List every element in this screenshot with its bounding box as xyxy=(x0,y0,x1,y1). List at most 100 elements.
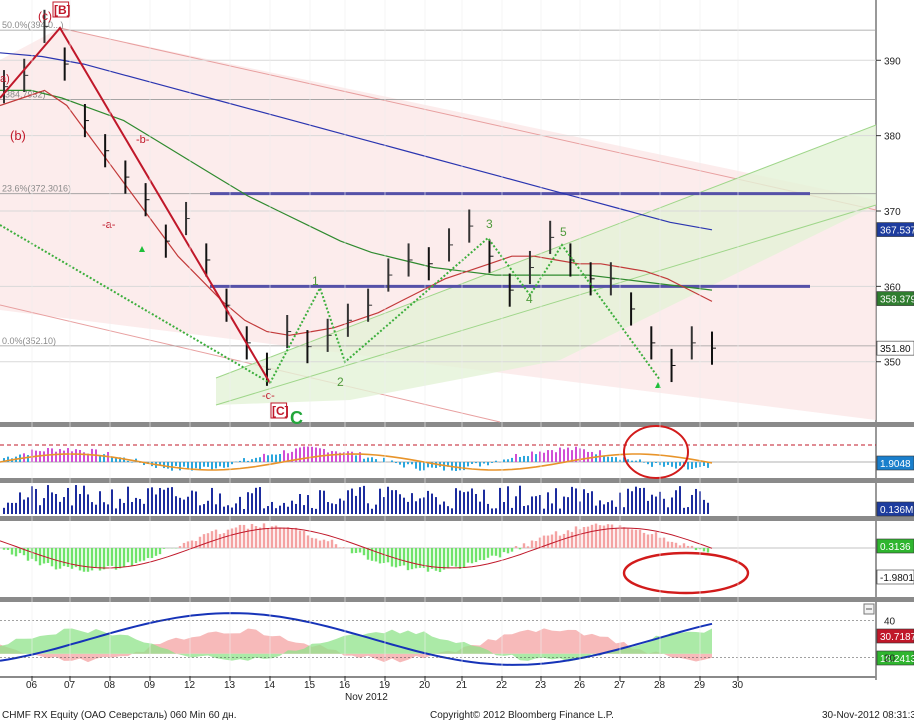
osc-signal-line xyxy=(0,453,713,471)
time-tick-label: 12 xyxy=(184,680,196,691)
momentum-panel xyxy=(0,523,876,595)
up-channel-upper xyxy=(215,124,877,379)
dmi-minus-area xyxy=(0,628,712,663)
indicator-badge-label: -1.9801 xyxy=(880,573,914,584)
volume-panel xyxy=(3,485,709,514)
dmi-axis-label: 20 xyxy=(884,654,896,665)
time-tick-label: 16 xyxy=(339,680,351,691)
indicator-badge xyxy=(876,538,914,554)
time-tick-label: 13 xyxy=(224,680,236,691)
wave-label: 1 xyxy=(312,274,319,288)
dmi-plus-area xyxy=(0,628,712,662)
wave-label: C xyxy=(290,408,303,428)
down-channel-lower xyxy=(0,304,501,423)
time-tick-label: 27 xyxy=(614,680,626,691)
indicator-badge-label: 1.9048 xyxy=(880,459,911,470)
time-tick-label: 20 xyxy=(419,680,431,691)
down-channel-fill xyxy=(0,28,876,420)
signal-arrow xyxy=(139,246,145,252)
fib-label: (384.7932) xyxy=(2,90,46,100)
sma-mid-line xyxy=(0,89,713,291)
time-tick-label: 30 xyxy=(732,680,744,691)
wave-label: [B] xyxy=(54,3,71,17)
wave-label: (c) xyxy=(38,9,52,23)
indicator-badge-label: 0.3136 xyxy=(880,542,911,553)
indicator-badge xyxy=(876,628,914,644)
fib-label: 0.0%(352.10) xyxy=(2,336,56,346)
time-tick-label: 07 xyxy=(64,680,76,691)
osc-highlight-circle xyxy=(623,425,689,479)
panel-separator-3 xyxy=(0,516,914,521)
x-month-label: Nov 2012 xyxy=(345,692,388,703)
price-badge-label: 358.379 xyxy=(880,295,914,306)
footer-ticker: CHMF RX Equity (ОАО Северсталь) 060 Min … xyxy=(2,710,236,721)
footer-timestamp: 30-Nov-2012 08:31:32 xyxy=(822,710,914,721)
dmi-axis-label: 40 xyxy=(884,617,896,628)
time-tick-label: 09 xyxy=(144,680,156,691)
indicator-badge xyxy=(876,455,914,471)
wave-label: 3 xyxy=(486,217,493,231)
indicator-badge-label: 0.136M xyxy=(880,505,913,516)
sma-slow-line xyxy=(0,52,713,231)
wave-label-box xyxy=(270,402,288,419)
time-tick-label: 06 xyxy=(26,680,38,691)
price-axis-label: 350 xyxy=(884,358,901,369)
price-badge xyxy=(876,340,914,356)
time-tick-label: 28 xyxy=(654,680,666,691)
wave-abc-line xyxy=(0,26,271,384)
indicator-badge-label: 16.2413 xyxy=(880,654,914,665)
oscillator-panel xyxy=(0,425,876,479)
price-badge xyxy=(876,291,914,306)
time-tick-label: 26 xyxy=(574,680,586,691)
time-tick-label: 14 xyxy=(264,680,276,691)
adx-line xyxy=(0,612,713,666)
panel-separator-4 xyxy=(0,597,914,602)
indicator-badge-label: 30.7187 xyxy=(880,632,914,643)
price-badge xyxy=(876,222,914,237)
wave-label: 5 xyxy=(560,225,567,239)
price-badge-label: 351.80 xyxy=(880,344,911,355)
footer: CHMF RX Equity (ОАО Северсталь) 060 Min … xyxy=(2,692,914,721)
mom-highlight-circle xyxy=(622,551,750,595)
time-tick-label: 15 xyxy=(304,680,316,691)
time-tick-label: 23 xyxy=(535,680,547,691)
price-axis-label: 380 xyxy=(884,132,901,143)
mom-signal-line xyxy=(0,527,713,569)
wave-label: a) xyxy=(0,73,10,85)
indicator-badge xyxy=(876,501,914,517)
time-tick-label: 29 xyxy=(694,680,706,691)
wave-label: (b) xyxy=(10,128,26,143)
time-tick-label: 08 xyxy=(104,680,116,691)
time-tick-label: 21 xyxy=(456,680,468,691)
wave-label: 2 xyxy=(337,375,344,389)
time-axis-line xyxy=(0,676,876,678)
wave-label: -c- xyxy=(262,390,275,402)
wave-label: -a- xyxy=(102,219,116,231)
wave-impulse-line xyxy=(269,236,661,384)
price-axis-label: 360 xyxy=(884,282,901,293)
fib-label: 23.6%(372.3016) xyxy=(2,184,71,194)
price-axis-label: 370 xyxy=(884,207,901,218)
price-badge-label: 367.537 xyxy=(880,226,914,237)
axes: 350 360 370 380 390 367.537 358.379 351.80 06 07 0… xyxy=(26,0,914,691)
indicator-badge xyxy=(876,650,914,666)
time-tick-label: 22 xyxy=(496,680,508,691)
dmi-panel xyxy=(0,612,876,666)
fib-label: 50.0%(394.0...) xyxy=(2,20,64,30)
price-axis-label: 390 xyxy=(884,56,901,67)
panel-separator-1 xyxy=(0,422,914,427)
wave-prior-line xyxy=(0,224,271,384)
price-panel: 50.0%(394.0...) (384.7932) 23.6%(372.3016)… xyxy=(0,1,877,428)
wave-label: 4 xyxy=(526,292,533,306)
wave-label-box xyxy=(52,1,70,18)
time-tick-label: 19 xyxy=(379,680,391,691)
wave-label: [C] xyxy=(272,404,289,418)
up-channel-lower xyxy=(215,204,877,406)
panel-separator-2 xyxy=(0,478,914,483)
footer-copyright: Copyright© 2012 Bloomberg Finance L.P. xyxy=(430,710,614,721)
indicator-badge xyxy=(876,569,914,585)
signal-arrow xyxy=(655,382,661,388)
wave-label: -b- xyxy=(136,134,150,146)
